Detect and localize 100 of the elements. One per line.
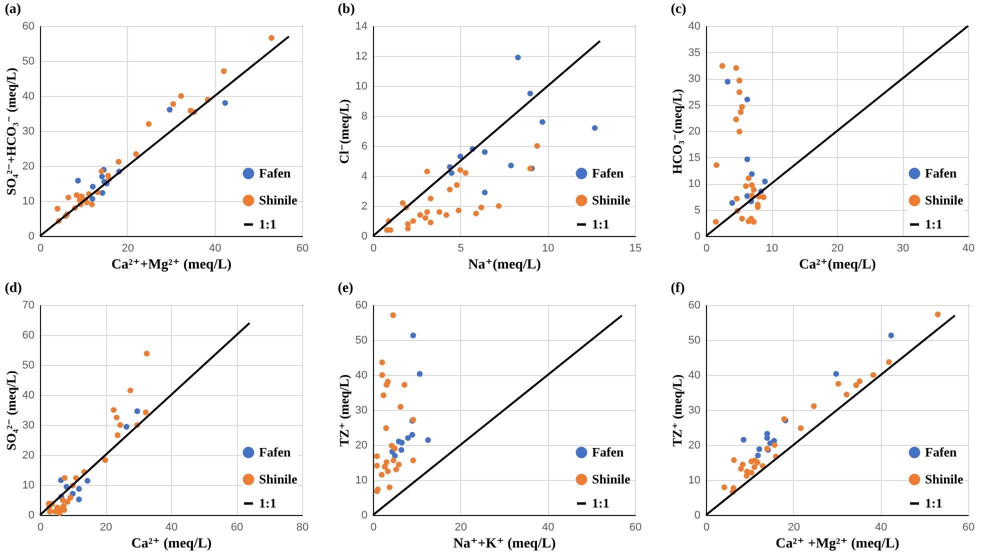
- point: [736, 78, 742, 84]
- point: [743, 183, 749, 190]
- x-tick-label: 10: [542, 242, 554, 254]
- x-tick-label: 0: [703, 522, 710, 534]
- point: [392, 446, 398, 452]
- point: [133, 151, 139, 158]
- point: [733, 65, 740, 71]
- x-tick-label: 20: [454, 522, 467, 534]
- point: [116, 158, 122, 165]
- x-tick-label: 40: [165, 522, 178, 534]
- y-tick-label: 50: [355, 334, 368, 346]
- point: [405, 226, 411, 232]
- chart-title: (c): [670, 2, 687, 17]
- point: [482, 190, 488, 196]
- point: [410, 332, 416, 338]
- y-tick-label: 35: [688, 46, 700, 59]
- point: [934, 312, 941, 318]
- y-tick-label: 0: [361, 230, 368, 242]
- point: [772, 442, 778, 448]
- point: [379, 359, 386, 366]
- chart-title: (a): [4, 2, 22, 17]
- y-tick-label: 20: [22, 160, 34, 172]
- x-tick-label: 20: [122, 242, 134, 254]
- point: [592, 125, 598, 131]
- point: [733, 116, 740, 122]
- point: [134, 408, 140, 414]
- y-tick-label: 14: [355, 20, 368, 32]
- point: [721, 484, 728, 490]
- x-tick-label: 30: [896, 242, 910, 254]
- x-tick-label: 0: [703, 242, 710, 254]
- point: [870, 372, 876, 378]
- point: [457, 154, 464, 160]
- point: [756, 446, 762, 452]
- y-axis-title: SO₄²⁻ (meq/L): [3, 370, 18, 451]
- point: [386, 484, 393, 490]
- point: [178, 93, 184, 99]
- y-tick-label: 40: [688, 20, 700, 32]
- x-axis-title: Na⁺(meq/L): [468, 258, 542, 272]
- point: [117, 422, 124, 428]
- x-axis-title: Ca²⁺ (meq/L): [131, 536, 212, 552]
- y-tick-label: 30: [22, 126, 34, 138]
- point: [736, 89, 742, 96]
- y-tick-label: 0: [28, 510, 34, 522]
- point: [98, 168, 104, 174]
- point: [378, 472, 385, 478]
- y-tick-label: 8: [361, 110, 368, 122]
- point: [76, 496, 82, 502]
- point: [810, 403, 817, 410]
- chart-title: (f): [670, 281, 686, 296]
- point: [384, 459, 390, 466]
- x-tick-label: 40: [962, 242, 975, 254]
- y-tick-label: 40: [355, 370, 368, 382]
- point: [89, 196, 96, 202]
- point: [456, 208, 462, 214]
- y-tick-label: 30: [22, 420, 34, 432]
- x-tick-label: 60: [296, 242, 309, 254]
- point: [393, 466, 400, 472]
- point: [374, 462, 380, 469]
- point: [422, 215, 428, 221]
- point: [68, 494, 74, 501]
- y-tick-label: 15: [688, 152, 700, 164]
- y-tick-label: 30: [688, 404, 700, 416]
- x-tick-label: 20: [788, 522, 800, 534]
- legend-label: Shinile: [592, 192, 631, 208]
- y-tick-label: 6: [361, 140, 368, 152]
- point: [383, 425, 390, 432]
- y-tick-label: 2: [361, 200, 368, 212]
- point: [457, 167, 464, 173]
- point: [405, 435, 411, 441]
- point: [384, 382, 390, 388]
- chart-title: (d): [4, 281, 22, 296]
- y-tick-label: 60: [688, 300, 700, 312]
- legend-label: Fafen: [592, 444, 625, 460]
- y-tick-label: 60: [355, 300, 368, 312]
- point: [515, 54, 521, 60]
- x-tick-label: 40: [875, 522, 888, 534]
- point: [886, 359, 892, 365]
- point: [755, 452, 761, 458]
- point: [146, 121, 152, 127]
- legend-label: 1:1: [259, 216, 276, 232]
- point: [760, 194, 767, 200]
- y-tick-label: 30: [355, 404, 368, 416]
- point: [102, 457, 108, 464]
- x-axis-title: Ca²⁺(meq/L): [799, 258, 876, 272]
- point: [384, 468, 391, 474]
- x-tick-label: 10: [766, 242, 778, 254]
- point: [833, 371, 840, 377]
- y-tick-label: 5: [694, 204, 700, 216]
- point: [380, 392, 386, 398]
- point: [744, 156, 750, 162]
- point: [428, 220, 434, 226]
- point: [731, 457, 737, 463]
- point: [744, 96, 750, 102]
- point: [84, 478, 90, 484]
- point: [853, 382, 860, 388]
- point: [52, 508, 58, 514]
- point: [478, 204, 484, 210]
- legend-label: 1:1: [592, 496, 610, 510]
- point: [382, 464, 388, 470]
- point: [746, 175, 752, 182]
